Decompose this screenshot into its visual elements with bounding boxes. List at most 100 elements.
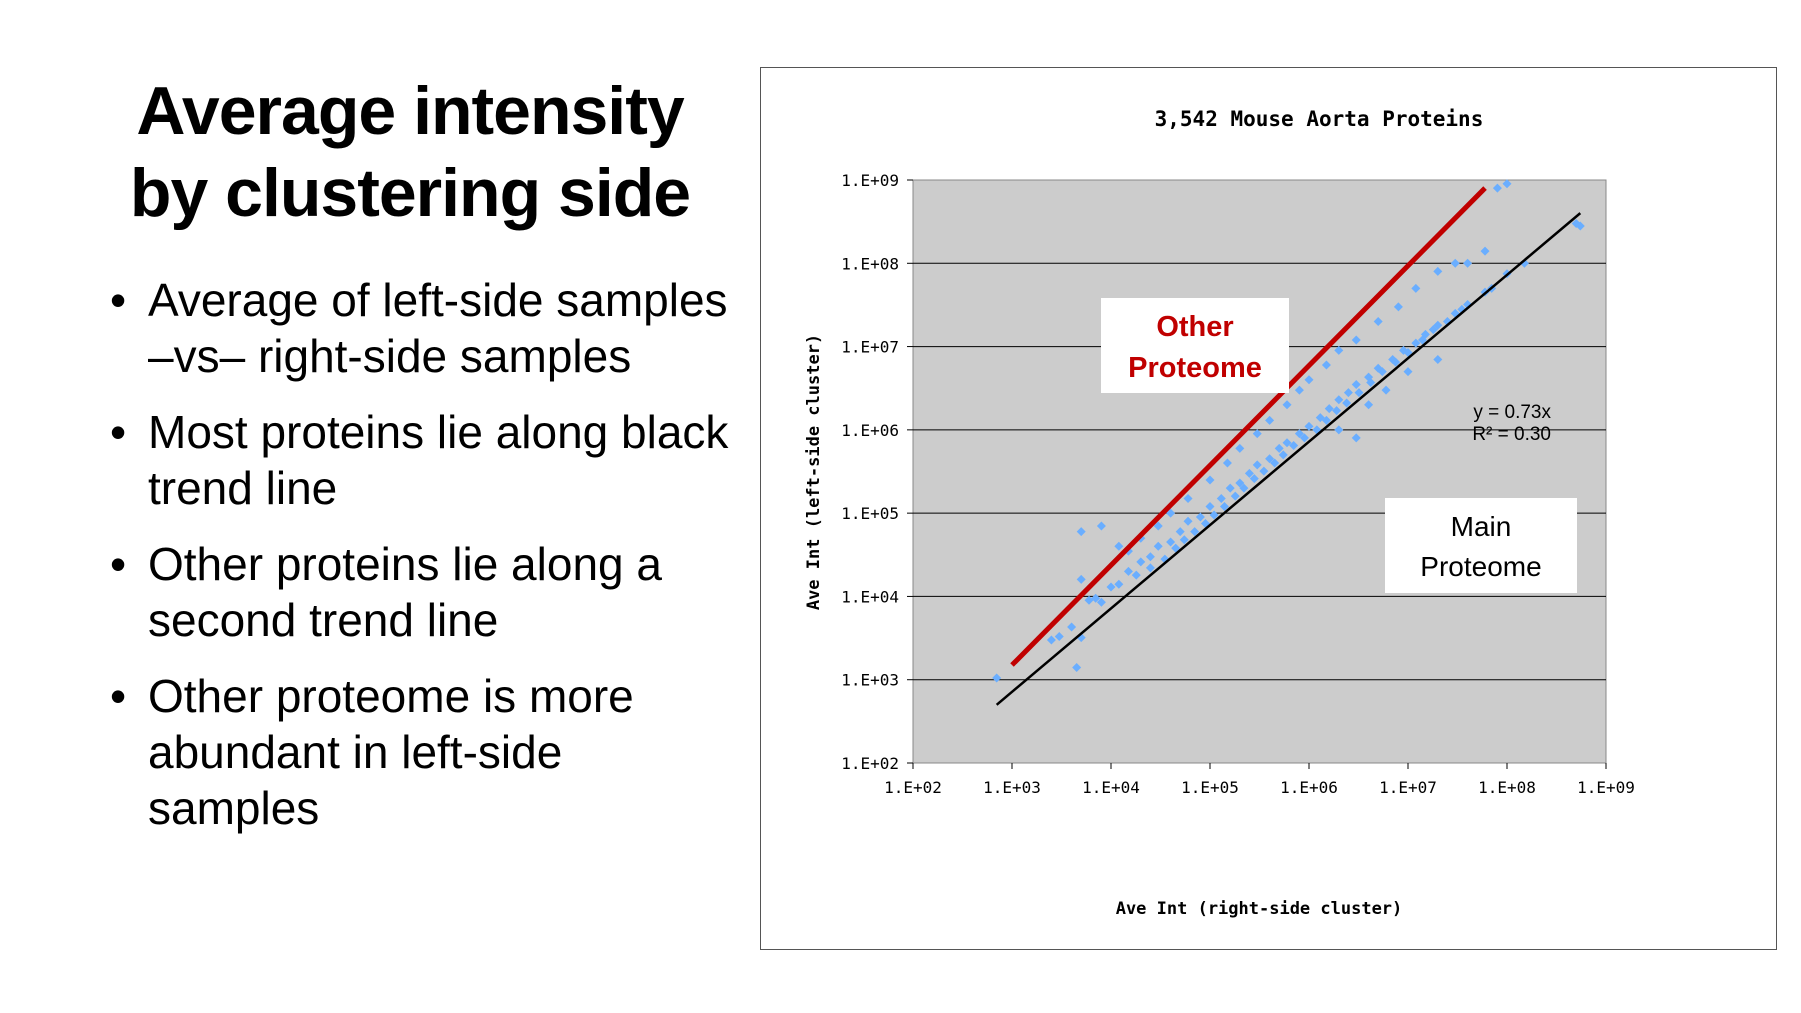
data-point [1145,552,1155,562]
data-point [1225,483,1235,493]
data-point [1091,593,1101,603]
data-point [1171,543,1181,553]
data-point [1324,404,1334,414]
data-point [1351,433,1361,443]
data-point [1054,632,1064,642]
y-tick-label: 1.E+02 [841,754,899,773]
data-point [1278,450,1288,460]
x-tick-label: 1.E+09 [1577,778,1635,797]
data-point [1219,502,1229,512]
data-point [1209,510,1219,520]
y-axis-ticks: 1.E+02 1.E+03 1.E+04 1.E+05 1.E+06 1.E+07 1.E+… [841,171,913,773]
data-point [1299,433,1309,443]
data-point [1179,535,1189,545]
data-point [1364,400,1374,410]
data-point [1160,554,1170,564]
other-proteome-label-line-2: Proteome [1128,352,1262,384]
data-point [1411,338,1421,348]
data-point [1046,635,1056,645]
chart-frame: 3,542 Mouse Aorta Proteins 1.E+02 1.E+03 1… [760,67,1777,950]
data-point [1216,493,1226,503]
x-tick-label: 1.E+06 [1280,778,1338,797]
data-point [1334,345,1344,355]
bullet-item: Other proteins lie along a second trend … [110,536,730,648]
main-proteome-label-line-2: Proteome [1420,551,1541,582]
data-point [1334,425,1344,435]
x-tick-label: 1.E+02 [884,778,942,797]
data-point [1294,429,1304,439]
data-point [1364,372,1374,382]
data-point [1411,283,1421,293]
chart-title: 3,542 Mouse Aorta Proteins [1155,107,1484,131]
data-point [1123,566,1133,576]
data-point [1114,541,1124,551]
x-tick-label: 1.E+04 [1082,778,1140,797]
data-point [1114,579,1124,589]
data-point [1195,512,1205,522]
data-point [1175,527,1185,537]
trend-equation: y = 0.73x R² = 0.30 [1472,402,1551,445]
y-tick-label: 1.E+05 [841,504,899,523]
data-point [1131,570,1141,580]
data-point [1252,429,1262,439]
data-point [1239,483,1249,493]
data-point [1463,258,1473,268]
other-trend-line [1010,186,1487,667]
data-point [1457,304,1467,314]
data-point [1366,378,1376,388]
data-point [1205,502,1215,512]
trend-equation-line-1: y = 0.73x [1473,402,1551,423]
x-axis-label: Ave Int (right-side cluster) [1116,899,1403,919]
y-axis-label: Ave Int (left-side cluster) [804,334,824,610]
x-tick-label: 1.E+07 [1379,778,1437,797]
data-point [1153,541,1163,551]
data-point [1106,582,1116,592]
data-point [1575,221,1585,231]
data-point [1145,563,1155,573]
data-point [1450,258,1460,268]
data-point [1282,400,1292,410]
y-tick-label: 1.E+04 [841,587,899,606]
data-point [1244,468,1254,478]
data-point [1230,491,1240,501]
main-proteome-label: Main Proteome [1385,498,1577,593]
data-point [1235,443,1245,453]
scatter-chart: 3,542 Mouse Aorta Proteins 1.E+021.E+031… [804,107,1635,919]
other-proteome-label-box [1101,298,1289,393]
bullet-item: Other proteome is more abundant in left-… [110,668,730,836]
data-point [1096,521,1106,531]
data-point [1334,395,1344,405]
data-point [1321,360,1331,370]
data-points [992,179,1585,683]
x-tick-label: 1.E+05 [1181,778,1239,797]
data-point [1265,454,1275,464]
data-point [1321,415,1331,425]
data-point [1190,527,1200,537]
y-tick-label: 1.E+03 [841,671,899,690]
data-point [1249,474,1259,484]
main-trend-line [995,212,1582,706]
data-point [1351,380,1361,390]
data-point [992,673,1002,683]
data-point [1480,246,1490,256]
y-tick-label: 1.E+09 [841,171,899,190]
data-point [1343,388,1353,398]
data-point [1076,527,1086,537]
data-point [1076,574,1086,584]
y-tick-label: 1.E+07 [841,338,899,357]
data-point [1332,406,1342,416]
x-axis-ticks: 1.E+02 1.E+03 1.E+04 1.E+05 1.E+06 1.E+07 1.E+… [884,763,1635,797]
data-point [1354,388,1364,398]
bullet-list: Average of left-side samples –vs– right-… [110,272,730,856]
data-point [1492,183,1502,193]
data-point [1166,537,1176,547]
data-point [1067,622,1077,632]
data-point [1373,316,1383,326]
data-point [1259,466,1269,476]
data-point [1304,375,1314,385]
main-proteome-label-line-1: Main [1451,511,1512,542]
data-point [1433,354,1443,364]
y-tick-label: 1.E+06 [841,421,899,440]
data-point [1265,415,1275,425]
plot-area [912,179,1607,764]
